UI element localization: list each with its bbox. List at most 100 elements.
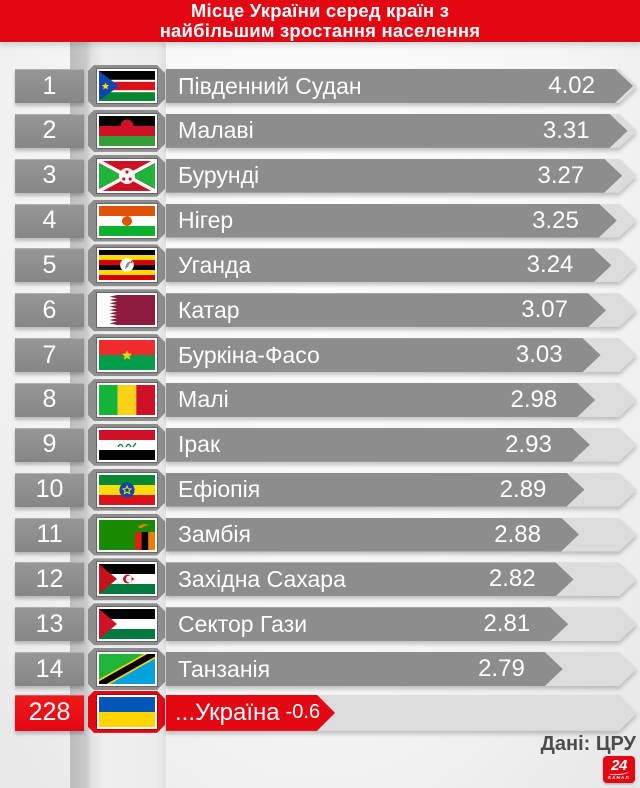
- flag-icon: [97, 338, 157, 372]
- value-label: -0.6: [285, 701, 321, 724]
- rank-row: 1 Південний Судан 4.02: [0, 69, 640, 103]
- bar-area: Ефіопія 2.89: [166, 473, 640, 507]
- flag-icon: [97, 114, 157, 148]
- bar-area: Західна Сахара 2.82: [166, 562, 640, 596]
- value-label: 2.88: [494, 520, 541, 548]
- rank-number: 5: [42, 250, 57, 279]
- rank-row: 2 Малаві 3.31: [0, 114, 640, 148]
- value-bar: Бурунді 3.27: [166, 159, 622, 193]
- rank-row: 5 Уганда 3.24: [0, 248, 640, 282]
- value-bar: ...Україна -0.6: [166, 695, 335, 731]
- flag-icon: [97, 428, 157, 462]
- rank-cell: 14: [15, 652, 84, 687]
- rank-cell: 2: [15, 113, 84, 148]
- country-label: Західна Сахара: [178, 565, 346, 592]
- value-bar: Сектор Гази 2.81: [166, 607, 568, 641]
- rank-number: 2: [42, 116, 57, 145]
- rank-cell: 4: [15, 203, 84, 238]
- rank-row: 6 Катар 3.07: [0, 293, 640, 327]
- bar-area: Танзанія 2.79: [166, 652, 640, 686]
- value-label: 3.07: [521, 296, 568, 324]
- rank-number: 4: [42, 206, 57, 235]
- flag-icon: [97, 473, 157, 507]
- country-label: Уганда: [178, 251, 252, 278]
- value-bar: Ефіопія 2.89: [166, 473, 584, 507]
- flag-banner: [88, 379, 165, 421]
- value-bar: Західна Сахара 2.82: [166, 562, 574, 596]
- bar-area: Замбія 2.88: [166, 518, 640, 552]
- rank-row: 10 Ефіопія 2.89: [0, 473, 640, 507]
- flag-icon: [97, 248, 157, 282]
- rank-row: 9 Ірак 2.93: [0, 428, 640, 462]
- flag-icon: [97, 159, 157, 193]
- value-label: 3.27: [537, 161, 585, 189]
- logo-number: 24: [611, 756, 627, 774]
- country-label: Ефіопія: [178, 476, 261, 503]
- flag-banner: [88, 110, 165, 152]
- rank-number: 9: [42, 430, 57, 459]
- page-title: Місце України серед країн з найбільшим з…: [0, 0, 640, 42]
- flag-icon: [97, 518, 157, 552]
- value-bar: Південний Судан 4.02: [166, 69, 633, 103]
- rank-number: 13: [35, 609, 64, 638]
- value-bar: Нігер 3.25: [166, 204, 617, 238]
- flag-banner: [88, 469, 165, 511]
- bar-area: Бурунді 3.27: [166, 159, 640, 193]
- flag-banner: [88, 289, 165, 331]
- value-bar: Танзанія 2.79: [166, 652, 563, 686]
- rank-cell: 5: [15, 248, 84, 283]
- rank-number: 12: [35, 564, 64, 593]
- bar-area: Буркіна-Фасо 3.03: [166, 338, 640, 372]
- rank-number: 10: [35, 475, 64, 504]
- value-label: 2.81: [483, 610, 531, 638]
- flag-banner: [88, 648, 165, 690]
- rank-number: 1: [42, 71, 57, 100]
- value-bar: Малі 2.98: [166, 383, 595, 417]
- value-bar: Катар 3.07: [166, 293, 606, 327]
- flag-icon: [97, 383, 157, 417]
- value-label: 3.24: [526, 251, 574, 279]
- bar-area: Ірак 2.93: [166, 428, 640, 462]
- value-label: 2.79: [478, 655, 525, 683]
- flag-banner: [88, 691, 165, 733]
- rank-number: 14: [35, 654, 64, 683]
- flag-banner: [88, 558, 165, 600]
- value-label: 3.31: [542, 116, 590, 144]
- flag-icon: [97, 69, 157, 103]
- rank-number: 6: [42, 295, 57, 324]
- value-label: 2.93: [505, 430, 552, 458]
- value-bar: Буркіна-Фасо 3.03: [166, 338, 601, 372]
- country-label: Замбія: [178, 521, 251, 547]
- flag-banner: [88, 155, 165, 197]
- value-bar: Замбія 2.88: [166, 518, 579, 552]
- country-label: Буркіна-Фасо: [178, 341, 320, 368]
- flag-banner: [88, 514, 165, 556]
- value-label: 2.89: [499, 475, 547, 503]
- flag-icon: [97, 695, 157, 729]
- rank-number: 228: [28, 698, 71, 727]
- rank-number: 3: [42, 161, 57, 190]
- country-label: Танзанія: [178, 655, 271, 682]
- rank-cell: 13: [15, 607, 84, 642]
- rank-row: 14 Танзанія 2.79: [0, 652, 640, 686]
- flag-icon: [97, 293, 157, 327]
- flag-banner: [88, 200, 165, 242]
- rank-cell: 10: [15, 472, 84, 507]
- rank-row: 4 Нігер 3.25: [0, 204, 640, 238]
- page-title-line2: найбільшим зростання населення: [159, 20, 481, 41]
- rank-row: 13 Сектор Гази 2.81: [0, 607, 640, 641]
- country-label: Ірак: [178, 431, 221, 458]
- flag-banner: [88, 334, 165, 376]
- bar-area: Уганда 3.24: [166, 248, 640, 282]
- rank-row: 11 Замбія 2.88: [0, 518, 640, 552]
- rank-cell: 3: [15, 158, 84, 193]
- bar-area: Малаві 3.31: [166, 114, 640, 148]
- rank-number: 11: [36, 520, 63, 548]
- rank-row: 228 ...Україна -0.6: [0, 695, 640, 731]
- country-label: Нігер: [178, 207, 234, 234]
- country-label: Південний Судан: [178, 72, 362, 99]
- page-title-line1: Місце України серед країн з: [190, 0, 450, 21]
- flag-icon: [97, 607, 157, 641]
- country-label: Малаві: [178, 117, 254, 144]
